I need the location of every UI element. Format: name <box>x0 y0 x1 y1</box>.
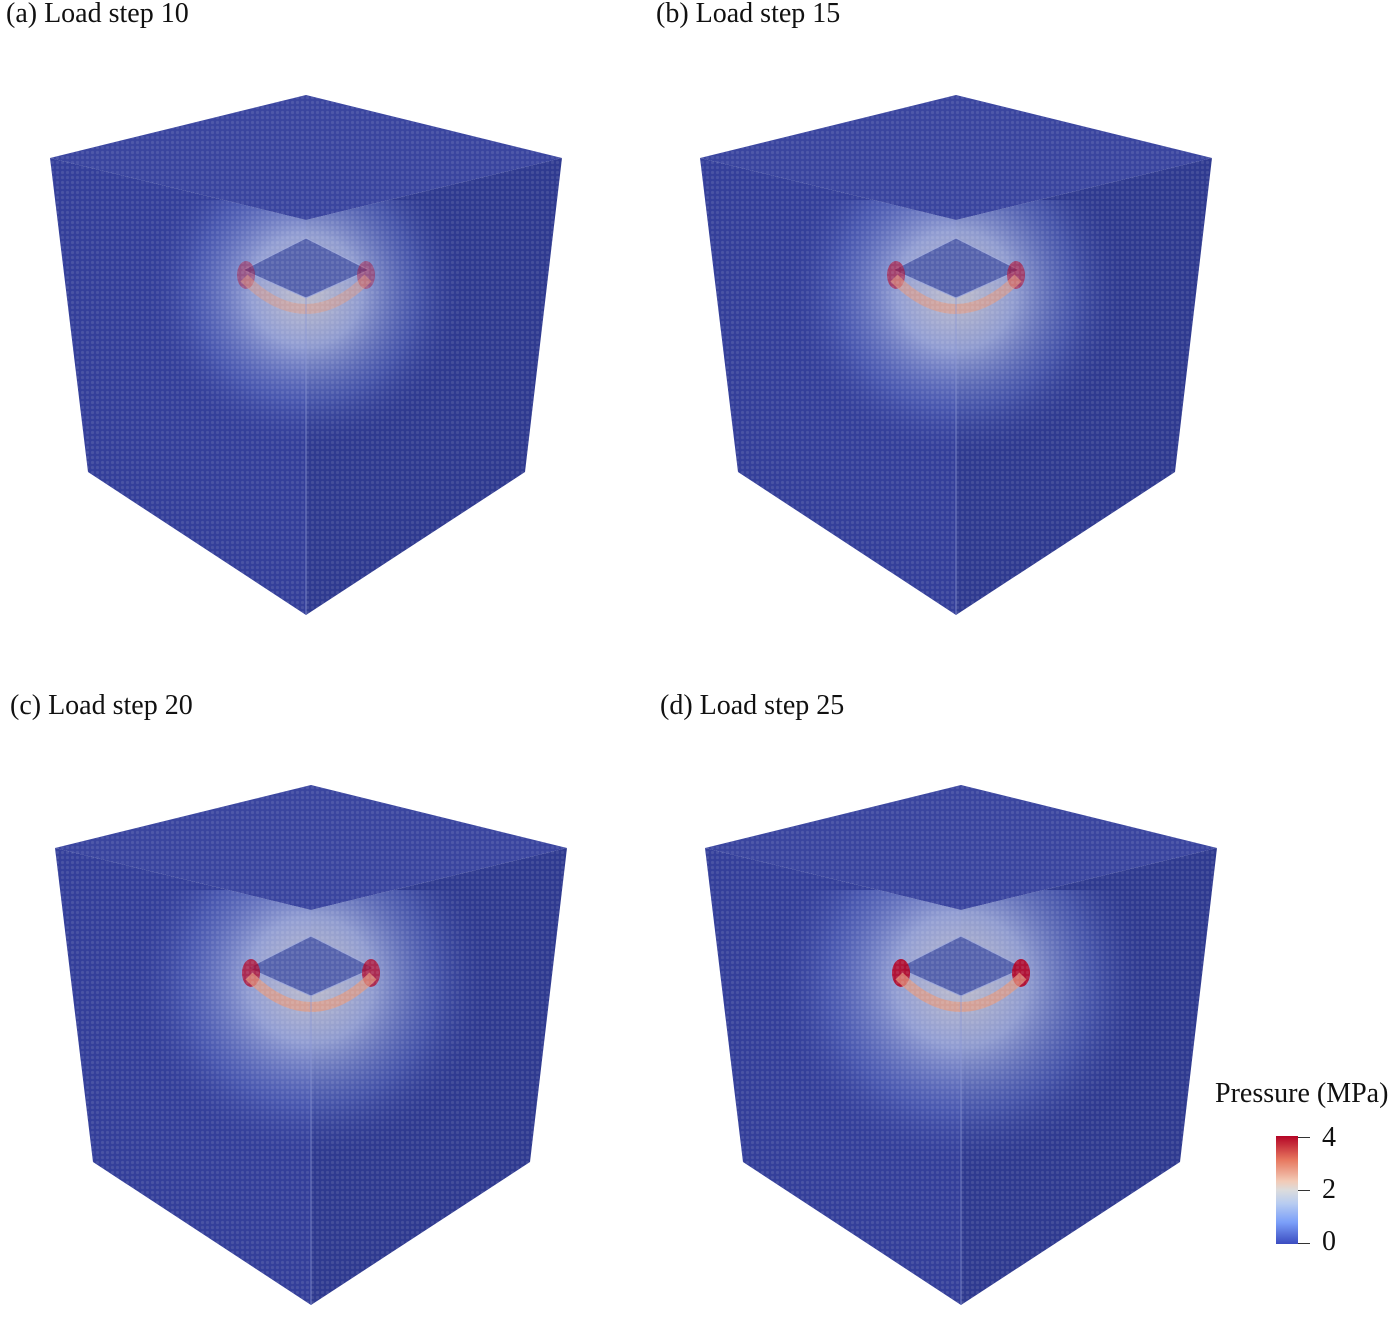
colorbar-tick-0 <box>1298 1243 1310 1244</box>
colorbar-label-0: 0 <box>1322 1226 1336 1257</box>
colorbar-title: Pressure (MPa) <box>1215 1078 1389 1109</box>
cube-panel-d <box>705 785 1217 1305</box>
pressure-colorbar <box>1276 1136 1298 1244</box>
panel-caption-a: (a) Load step 10 <box>6 0 189 29</box>
panel-caption-d: (d) Load step 25 <box>660 690 845 721</box>
colorbar-label-2: 2 <box>1322 1174 1336 1205</box>
colorbar-label-4: 4 <box>1322 1122 1336 1153</box>
colorbar-tick-4 <box>1298 1137 1310 1138</box>
panel-caption-b: (b) Load step 15 <box>656 0 841 29</box>
colorbar-tick-2 <box>1298 1190 1310 1191</box>
panel-caption-c: (c) Load step 20 <box>10 690 193 721</box>
cube-panel-a <box>50 95 562 615</box>
cube-panel-c <box>55 785 567 1305</box>
cube-panel-b <box>700 95 1212 615</box>
